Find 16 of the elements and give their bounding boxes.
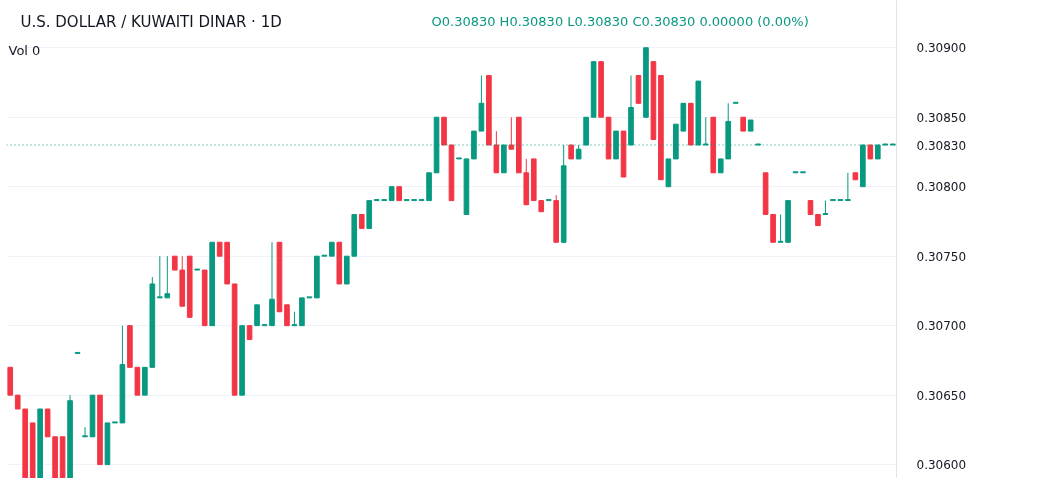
candlestick — [254, 304, 260, 327]
y-tick-label: 0.30750 — [916, 249, 967, 264]
candlestick — [508, 116, 515, 150]
candlestick — [284, 304, 290, 327]
ref-line-label: 0.30830 — [916, 138, 967, 153]
y-tick-label: 0.30700 — [916, 319, 967, 334]
candlestick — [845, 172, 851, 202]
text: U.S. DOLLAR / KUWAITI DINAR · 1D — [20, 12, 282, 31]
y-tick-label: 0.30900 — [916, 41, 967, 56]
text: O0.30830 H0.30830 L0.30830 C0.30830 0.00000 (0.00%) — [431, 14, 809, 29]
y-tick-label: 0.30600 — [916, 458, 967, 473]
annotation: Vol 0 — [8, 43, 41, 58]
candlestick — [82, 426, 88, 438]
y-tick-label: 0.30800 — [916, 180, 967, 195]
y-tick-label: 0.30650 — [916, 388, 967, 403]
y-tick-label: 0.30850 — [916, 110, 967, 125]
